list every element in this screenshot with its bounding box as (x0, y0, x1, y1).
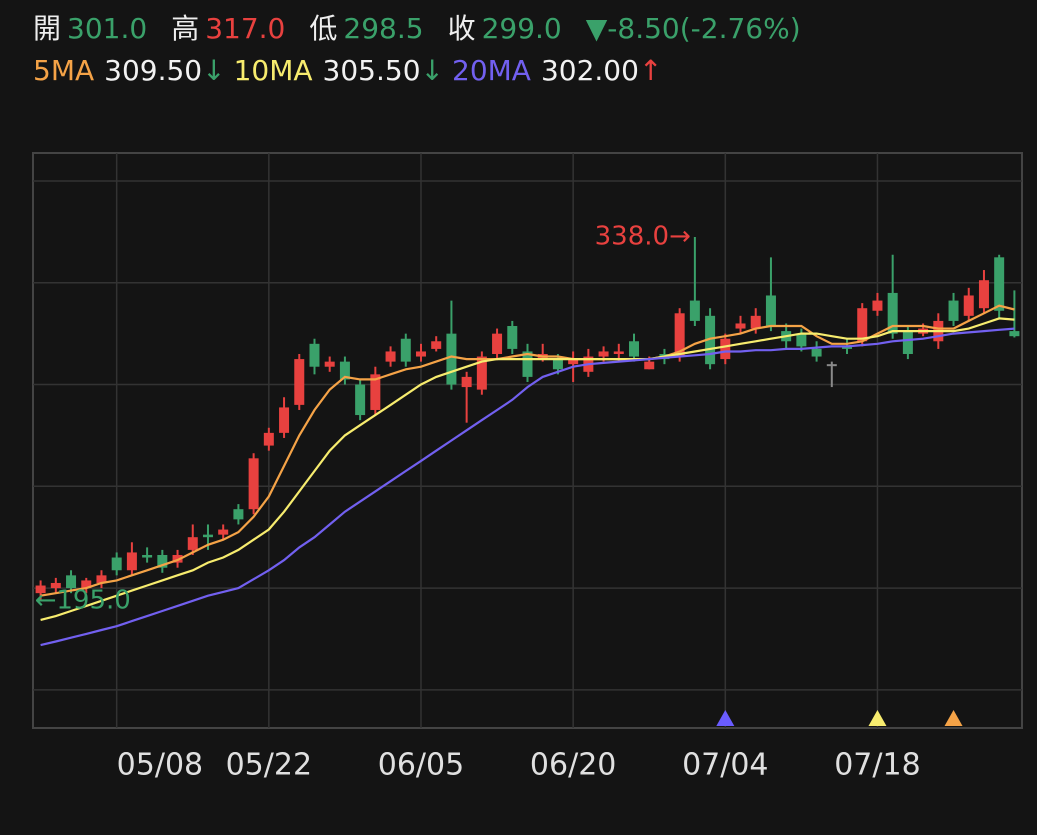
candle-body (842, 346, 853, 349)
legend-trend: ↓ (202, 54, 225, 87)
quote-value: 298.5 (343, 12, 423, 45)
candle-body (202, 534, 213, 538)
candle-body (339, 361, 350, 380)
quote-header: 開 301.0 高 317.0 低 298.5 收 299.0 ▼-8.50(-2.76%) (33, 12, 801, 45)
candle-body (750, 315, 761, 329)
price-annotation: 338.0→ (595, 221, 691, 251)
candle-body (674, 313, 685, 357)
candle-body (385, 351, 396, 362)
legend-name: 5MA (33, 54, 94, 87)
candle-body (963, 295, 974, 316)
candle-body (66, 575, 77, 589)
legend-trend: ↑ (639, 54, 662, 87)
ma-legend: 5MA 309.50↓ 10MA 305.50↓ 20MA 302.00↑ (33, 54, 662, 87)
candle-body (233, 509, 244, 520)
candle-body (492, 333, 503, 354)
candle-body (613, 351, 624, 354)
candle-body (902, 331, 913, 354)
quote-label: 收 (448, 12, 476, 45)
candle-body (598, 351, 609, 357)
candle-body (689, 300, 700, 321)
legend-value: 309.50 (104, 54, 202, 87)
candle-body (857, 308, 868, 342)
x-tick-label: 06/20 (530, 748, 616, 783)
candle-body (96, 575, 107, 583)
legend-value: 302.00 (541, 54, 639, 87)
signal-marker (868, 710, 887, 726)
candle-body (522, 351, 533, 377)
candle-body (355, 384, 366, 416)
candle-body (309, 343, 320, 367)
candle-body (994, 257, 1005, 311)
quote-label: 高 (171, 12, 199, 45)
legend-name: 10MA (234, 54, 313, 87)
candle-body (811, 348, 822, 357)
candle-body (568, 359, 579, 365)
x-tick-label: 05/22 (226, 748, 312, 783)
candle-body (431, 341, 442, 349)
candle-body (324, 361, 335, 367)
candle-body (172, 554, 183, 563)
candle-body (294, 359, 305, 405)
legend-value: 305.50 (323, 54, 421, 87)
legend-name: 20MA (452, 54, 531, 87)
candle-body (1009, 331, 1020, 337)
candle-body (248, 458, 259, 510)
quote-value: 317.0 (205, 12, 285, 45)
candle-body (370, 374, 381, 410)
candle-body (446, 333, 457, 385)
candle-body (415, 351, 426, 357)
candle-body (461, 376, 472, 388)
plot-frame (32, 152, 1023, 729)
candle-body (187, 537, 198, 550)
ma-line (40, 327, 1015, 647)
candle-body (157, 554, 168, 568)
candle-body (765, 295, 776, 327)
quote-value: 299.0 (482, 12, 562, 45)
quote-change: ▼-8.50(-2.76%) (586, 12, 801, 45)
candle-body (279, 407, 290, 433)
x-tick-label: 07/04 (682, 748, 768, 783)
candle-body (111, 557, 122, 571)
ma-line (40, 317, 1015, 621)
candle-body (978, 280, 989, 309)
candle-body (507, 326, 518, 349)
candle-body (796, 333, 807, 347)
ma-line (40, 304, 1015, 597)
candle-body (552, 359, 563, 370)
candle-body (142, 554, 153, 558)
quote-label: 開 (33, 12, 61, 45)
candle-body (218, 529, 229, 535)
candle-body (400, 338, 411, 362)
candle-body (476, 356, 487, 390)
candle-body (644, 361, 655, 370)
candle-body (81, 580, 92, 589)
candle-body (50, 582, 61, 589)
candle-body (735, 323, 746, 329)
quote-value: 301.0 (67, 12, 147, 45)
price-annotation: ←195.0 (35, 585, 131, 615)
x-tick-label: 05/08 (117, 748, 203, 783)
candle-body (126, 552, 137, 571)
x-tick-label: 07/18 (834, 748, 920, 783)
signal-marker (716, 710, 735, 726)
candle-body (720, 338, 731, 360)
candle-body (629, 341, 640, 357)
candle-body (705, 315, 716, 365)
candle-body (826, 364, 837, 367)
candle-body (887, 292, 898, 334)
candle-body (948, 300, 959, 321)
legend-trend: ↓ (421, 54, 444, 87)
signal-marker (944, 710, 963, 726)
candle-body (872, 300, 883, 311)
candle-body (35, 585, 46, 594)
candle-body (263, 432, 274, 446)
x-tick-label: 06/05 (378, 748, 464, 783)
quote-label: 低 (309, 12, 337, 45)
